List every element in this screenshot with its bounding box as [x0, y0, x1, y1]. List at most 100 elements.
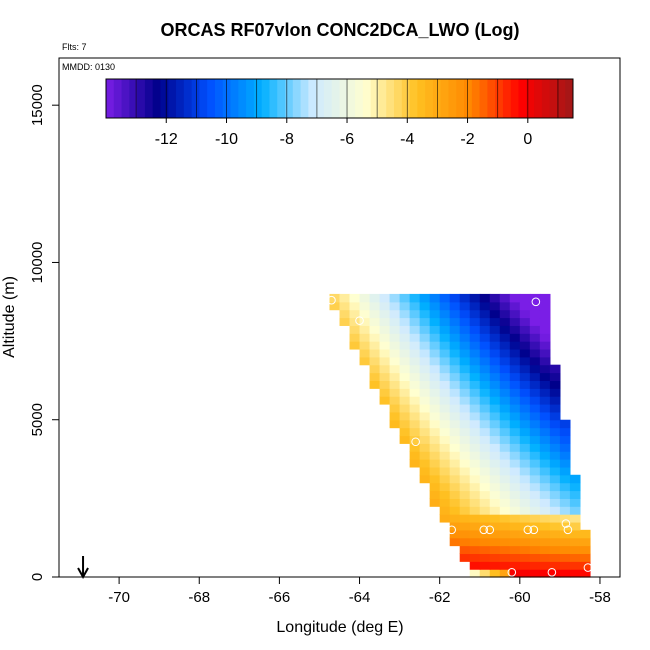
heatmap-cell: [549, 435, 561, 444]
heatmap-cell: [569, 561, 581, 570]
heatmap-cell: [519, 459, 531, 468]
heatmap-cell: [479, 356, 491, 366]
colorbar-segment: [261, 79, 270, 118]
colorbar-segment: [355, 79, 364, 118]
heatmap-cell: [399, 419, 411, 429]
heatmap-cell: [509, 506, 521, 515]
heatmap-cell: [499, 514, 511, 523]
heatmap-cell: [449, 301, 461, 311]
colorbar-segment: [144, 79, 154, 118]
heatmap-cell: [369, 301, 381, 311]
heatmap-cell: [549, 427, 561, 437]
heatmap-cell: [469, 451, 481, 460]
heatmap-cell: [539, 459, 551, 468]
colorbar-segment: [183, 79, 193, 118]
heatmap-cell: [509, 521, 521, 531]
heatmap-cell: [499, 411, 511, 421]
heatmap-cell: [509, 325, 521, 334]
heatmap-cell: [519, 380, 531, 389]
heatmap-cell: [539, 490, 551, 499]
heatmap-cell: [529, 404, 541, 413]
heatmap-cell: [529, 372, 541, 382]
sample-point: [479, 525, 489, 535]
heatmap-cell: [529, 356, 541, 366]
heatmap-cell: [559, 545, 571, 555]
heatmap-cell: [439, 309, 451, 319]
heatmap-cell: [529, 411, 541, 421]
sample-point: [529, 525, 539, 535]
heatmap-cell: [469, 317, 481, 326]
heatmap-cell: [499, 309, 511, 319]
heatmap-cell: [409, 364, 421, 374]
heatmap-cell: [449, 396, 461, 405]
heatmap-cell: [429, 372, 441, 382]
colorbar-tick-label: -12: [155, 131, 178, 148]
heatmap-cell: [489, 427, 501, 437]
colorbar-segment: [502, 79, 512, 118]
heatmap-cell: [529, 333, 541, 342]
heatmap-cell: [489, 466, 501, 476]
heatmap-cell: [449, 490, 461, 499]
heatmap-cell: [369, 364, 381, 374]
heatmap-cell: [499, 372, 511, 382]
colorbar-segment: [456, 79, 465, 118]
heatmap-cell: [419, 459, 431, 468]
heatmap-cell: [559, 490, 571, 499]
colorbar-segment: [518, 79, 527, 118]
heatmap-cell: [539, 569, 551, 578]
heatmap-cell: [529, 459, 541, 468]
heatmap-cell: [559, 529, 571, 539]
heatmap-cell: [359, 341, 371, 350]
heatmap-cell: [499, 553, 511, 562]
heatmap-cell: [509, 498, 521, 507]
heatmap-cell: [529, 341, 541, 350]
heatmap-cell: [469, 325, 481, 334]
heatmap-cell: [509, 474, 521, 484]
heatmap-cell: [469, 293, 481, 303]
colorbar-segment: [510, 79, 520, 118]
heatmap-cell: [429, 474, 441, 484]
heatmap-cell: [519, 482, 531, 492]
heatmap-cell: [499, 506, 511, 515]
sample-point: [547, 567, 557, 577]
heatmap-cell: [469, 411, 481, 421]
heatmap-cell: [549, 404, 561, 413]
heatmap-cell: [479, 404, 491, 413]
heatmap-cell: [409, 451, 421, 460]
heatmap-cell: [499, 569, 511, 578]
heatmap-cell: [509, 427, 521, 437]
heatmap-cell: [579, 545, 591, 555]
heatmap-cell: [489, 380, 501, 389]
heatmap-cell: [509, 333, 521, 342]
heatmap-cell: [499, 451, 511, 460]
heatmap-cell: [509, 404, 521, 413]
x-tick-label: -70: [108, 589, 130, 606]
heatmap-cell: [439, 443, 451, 452]
heatmap-cell: [569, 569, 581, 578]
colorbar-frame: [105, 78, 574, 119]
heatmap-cell: [439, 514, 451, 523]
heatmap-cell: [559, 435, 571, 444]
heatmap-cell: [439, 498, 451, 507]
heatmap-cell: [429, 427, 441, 437]
heatmap-cell: [449, 348, 461, 358]
heatmap-cell: [449, 411, 461, 421]
heatmap-cell: [469, 341, 481, 350]
colorbar-segment: [417, 79, 426, 118]
heatmap-cell: [459, 490, 471, 499]
heatmap-cell: [419, 396, 431, 405]
heatmap-cell: [449, 435, 461, 444]
heatmap-cell: [549, 537, 561, 547]
heatmap-cell: [399, 301, 411, 311]
heatmap-cell: [359, 293, 371, 303]
heatmap-cell: [479, 388, 491, 397]
heatmap-cell: [539, 435, 551, 444]
heatmap-cell: [579, 537, 591, 547]
heatmap-cell: [489, 396, 501, 405]
heatmap-cell: [569, 521, 581, 531]
heatmap-cell: [519, 553, 531, 562]
heatmap-cell: [359, 348, 371, 358]
heatmap-cell: [509, 443, 521, 452]
colorbar-segment: [168, 79, 177, 118]
heatmap-cell: [359, 356, 371, 366]
